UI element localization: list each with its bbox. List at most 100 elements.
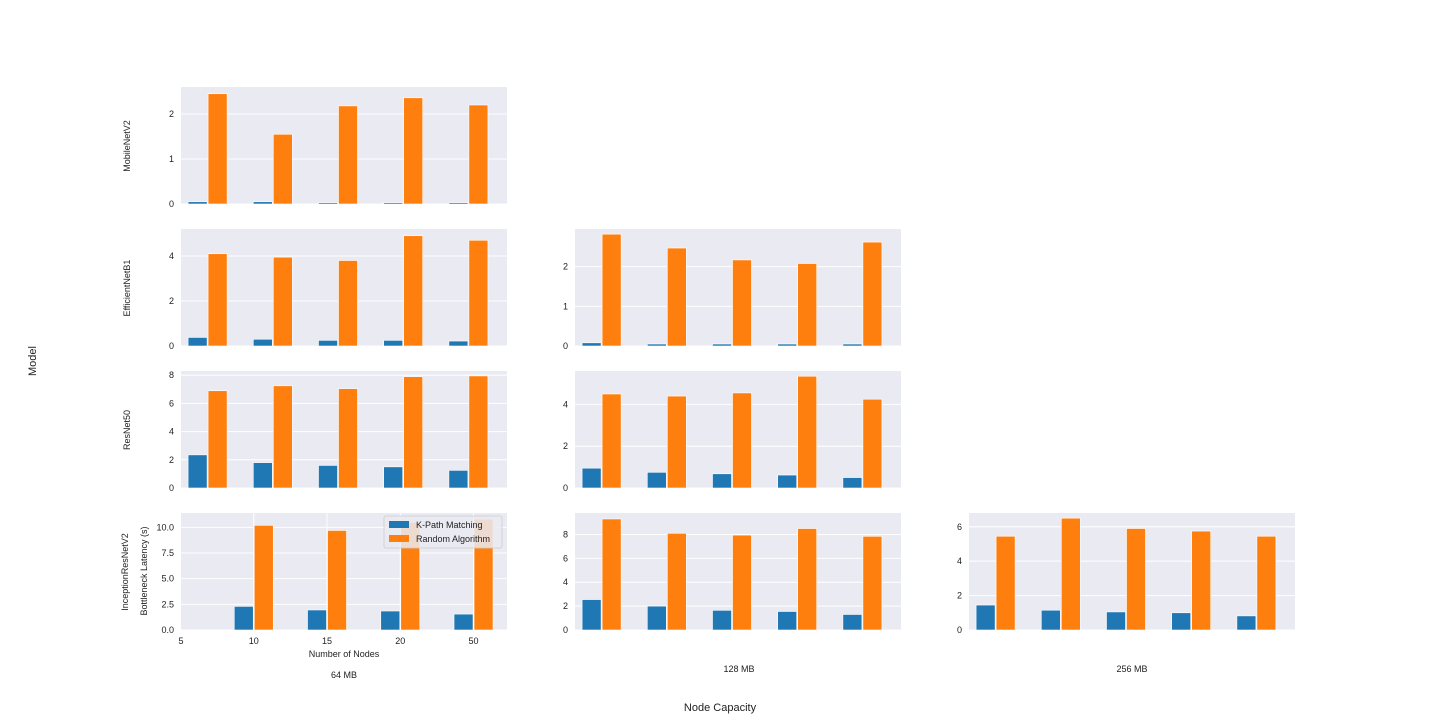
y-tick-label: 0.0 [161,625,174,635]
y-tick-label: 0 [563,625,568,635]
y-tick-label: 4 [563,399,568,409]
bar-random-30 [403,235,424,347]
bar-random-50 [862,398,883,489]
y-tick-label: 2 [563,441,568,451]
bar-kpath-20 [712,610,732,631]
y-tick-label: 0 [169,341,174,351]
bar-random-30 [797,263,818,347]
panel-efficientnetb1-128-mb: 0 1 2 [563,229,901,351]
y-tick-label: 0 [169,199,174,209]
bar-random-20 [338,260,358,347]
bar-random-10 [253,525,274,631]
figure-xlabel: Node Capacity [684,702,757,714]
y-tick-label: 2 [563,262,568,272]
y-tick-label: 10.0 [156,522,174,532]
y-tick-label: 0 [563,483,568,493]
y-tick-label: 2 [957,591,962,601]
bar-kpath-10 [187,201,208,205]
bar-kpath-10 [187,454,208,489]
bar-random-50 [468,239,489,347]
legend-frame [383,515,503,549]
bar-kpath-15 [646,472,667,489]
column-label-256mb: 256 MB [1116,664,1147,674]
bar-kpath-20 [318,465,338,489]
bar-kpath-50 [448,470,469,489]
bar-kpath-15 [1041,609,1061,631]
bar-random-30 [403,97,424,205]
bar-kpath-50 [448,202,469,205]
bar-kpath-20 [380,610,401,631]
y-tick-label: 2 [169,455,174,465]
bar-kpath-50 [453,613,474,631]
bar-kpath-10 [581,599,602,631]
legend-label-random: Random Algorithm [416,534,490,544]
bar-random-30 [797,375,818,489]
y-tick-label: 0 [563,341,568,351]
row-label-resnet50: ResNet50 [122,410,132,450]
bar-kpath-15 [646,343,667,347]
bar-kpath-30 [383,466,404,489]
bar-kpath-10 [581,467,602,489]
y-tick-label: 8 [563,529,568,539]
y-tick-label: 6 [563,553,568,563]
inner-ylabel: Bottleneck Latency (s) [139,526,149,615]
bar-kpath-15 [253,201,273,205]
bar-kpath-15 [253,338,273,347]
bar-kpath-30 [777,474,798,489]
bar-random-15 [272,256,293,347]
bar-kpath-50 [842,477,863,489]
bar-random-15 [272,133,293,205]
bar-kpath-30 [777,343,798,347]
bar-random-10 [601,518,622,631]
y-tick-label: 8 [169,370,174,380]
bar-kpath-50 [842,614,863,631]
bar-kpath-10 [581,342,602,347]
y-tick-label: 4 [957,556,962,566]
bar-kpath-10 [975,604,996,631]
bar-random-10 [601,233,622,347]
bar-random-10 [995,535,1016,631]
y-tick-label: 4 [169,427,174,437]
row-label-efficientnetb1: EfficientNetB1 [122,260,132,317]
y-tick-label: 5.0 [161,574,174,584]
legend-label-kpath: K-Path Matching [416,520,483,530]
bar-kpath-20 [318,202,338,205]
bar-kpath-20 [1106,611,1126,631]
bar-random-20 [338,105,358,205]
bar-random-20 [1126,528,1146,631]
bar-kpath-30 [383,202,404,205]
y-tick-label: 6 [169,398,174,408]
bar-kpath-20 [318,340,338,347]
bar-random-20 [338,388,358,489]
x-tick-label: 5 [178,636,183,646]
panel-inceptionresnetv2-64-mb: 0.0 2.5 5.0 7.5 10.0 5 10 15 20 50 [156,513,507,646]
bar-kpath-30 [383,340,404,347]
figure-ylabel: Model [27,346,39,376]
bar-kpath-20 [712,473,732,489]
y-tick-label: 4 [563,577,568,587]
y-tick-label: 4 [169,251,174,261]
bar-random-50 [862,535,883,631]
bar-random-15 [272,385,293,489]
bar-kpath-50 [1236,615,1257,631]
bar-random-15 [1061,517,1081,631]
bar-random-30 [403,376,424,489]
y-tick-label: 0 [169,483,174,493]
x-tick-label: 10 [249,636,259,646]
panel-inceptionresnetv2-256-mb: 0 2 4 6 [957,513,1295,635]
x-tick-label: 15 [322,636,332,646]
bar-random-30 [1191,530,1211,631]
bar-random-10 [601,393,622,489]
bar-random-50 [468,104,489,205]
bar-kpath-50 [842,343,863,347]
bar-kpath-50 [448,340,469,347]
bar-kpath-20 [712,343,732,347]
bar-random-10 [207,93,228,205]
y-tick-label: 6 [957,522,962,532]
bar-random-50 [468,375,489,489]
y-tick-label: 2 [169,109,174,119]
bar-random-20 [732,259,752,347]
bar-kpath-30 [1171,612,1191,631]
y-tick-label: 2 [563,601,568,611]
